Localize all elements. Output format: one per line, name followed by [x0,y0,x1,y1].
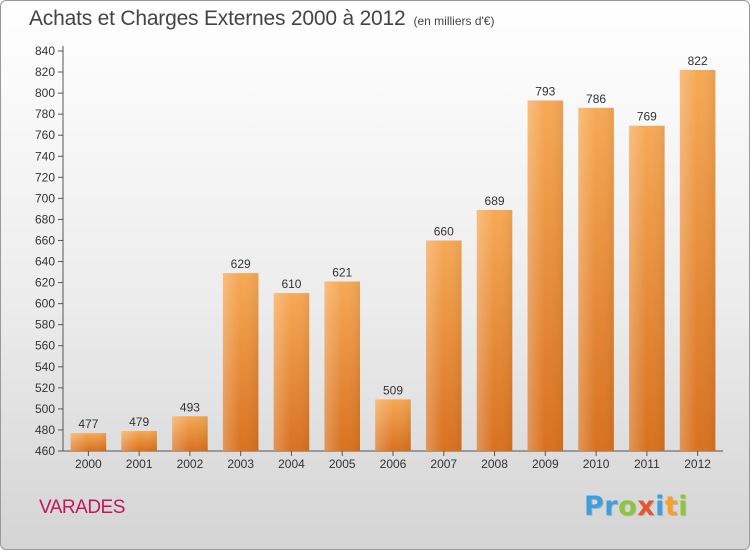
y-tick-label: 660 [35,233,55,247]
logo-letter: x [637,491,656,522]
x-tick-label: 2007 [430,457,457,471]
unit-text: (en milliers d'€) [413,14,495,28]
x-tick-label: 2006 [380,457,407,471]
x-tick-label: 2011 [634,457,660,471]
y-tick-label: 740 [35,149,55,163]
bar-shading [222,273,259,451]
logo-letter: i [678,491,689,522]
logo-letter: t [664,491,679,522]
y-tick-label: 620 [35,276,55,290]
x-tick-label: 2005 [329,457,356,471]
y-tick-label: 780 [35,107,55,121]
bar-value-label: 509 [383,383,403,397]
x-tick-label: 2012 [684,457,711,471]
logo-letter: o [618,491,638,522]
x-tick-label: 2001 [126,457,153,471]
y-tick-label: 500 [35,402,55,416]
title-text: Achats et Charges Externes 2000 à 2012 [29,7,406,30]
bar-shading [172,416,208,451]
bar-shading [375,399,411,451]
y-tick-label: 640 [35,255,55,269]
logo-letter: P [584,491,605,522]
y-tick-label: 580 [35,318,55,332]
y-tick-label: 820 [35,65,55,79]
bar-value-label: 689 [485,194,505,208]
bar-shading [121,431,157,451]
bar-shading [273,293,310,451]
bar-shading [578,107,614,451]
bar-shading [426,240,462,451]
bar-value-label: 769 [637,110,657,124]
bar-shading [679,69,716,452]
y-tick-label: 800 [35,86,55,100]
y-tick-label: 760 [35,128,55,142]
x-tick-label: 2008 [481,457,508,471]
y-tick-label: 840 [35,44,55,58]
logo-letter: i [655,491,665,522]
y-tick-label: 700 [35,191,55,205]
bar-value-label: 822 [688,54,708,68]
y-tick-label: 480 [35,423,55,437]
bar-value-label: 477 [78,417,98,431]
x-tick-label: 2010 [583,457,610,471]
bar-shading [70,433,107,451]
y-tick-label: 560 [35,339,55,353]
bar-value-label: 786 [586,92,606,106]
y-tick-label: 720 [35,170,55,184]
y-tick-label: 520 [35,381,55,395]
bar-shading [324,281,360,451]
x-tick-label: 2009 [532,457,559,471]
bar-shading [629,125,665,451]
y-tick-label: 600 [35,297,55,311]
commune-name: VARADES [39,497,125,518]
y-tick-label: 680 [35,212,55,226]
x-tick-label: 2003 [227,457,254,471]
bar-value-label: 621 [332,266,352,280]
chart-title: Achats et Charges Externes 2000 à 2012 (e… [29,7,494,31]
y-tick-label: 460 [35,444,55,458]
bar-shading [527,100,564,451]
bar-value-label: 793 [535,84,555,98]
bar-value-label: 493 [180,400,200,414]
bar-value-label: 629 [231,257,251,271]
bar-shading [476,209,513,451]
x-tick-label: 2000 [75,457,102,471]
proxiti-logo: Proxiti [584,491,688,522]
bar-value-label: 479 [129,415,149,429]
x-tick-label: 2004 [278,457,305,471]
logo-letter: r [604,491,619,522]
x-tick-label: 2002 [177,457,204,471]
bar-value-label: 660 [434,224,454,238]
y-tick-label: 540 [35,360,55,374]
bar-value-label: 610 [281,277,301,291]
